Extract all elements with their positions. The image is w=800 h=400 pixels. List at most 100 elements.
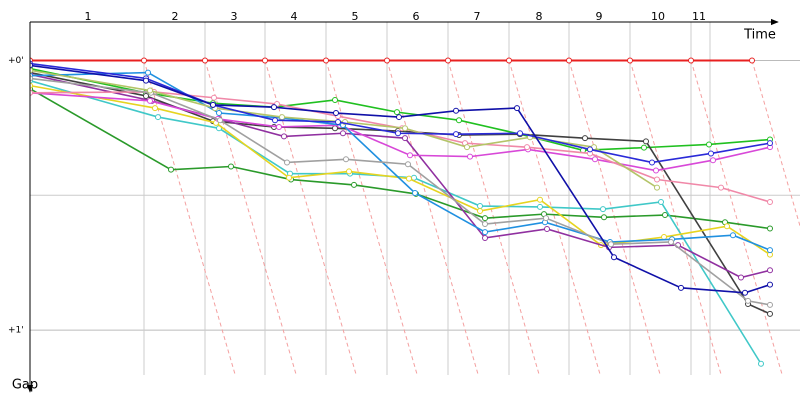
point (745, 297, 751, 304)
x-tick-label: 9 (596, 10, 603, 23)
point (281, 133, 287, 140)
point (627, 57, 633, 64)
lap-guides (143, 60, 800, 376)
point (742, 289, 748, 296)
point (767, 281, 773, 288)
point (228, 163, 234, 170)
point (482, 221, 488, 228)
point (453, 131, 459, 138)
point (543, 215, 549, 222)
point (482, 229, 488, 236)
series-line (30, 77, 771, 306)
y-axis-label: Gap (12, 378, 38, 393)
series-line (30, 88, 771, 230)
series-line (30, 91, 771, 203)
lap-guide (690, 60, 783, 376)
point (706, 141, 712, 148)
lap-guide (751, 60, 800, 228)
point (708, 150, 714, 157)
point (30, 82, 33, 89)
point (155, 114, 161, 121)
point (464, 144, 470, 151)
point (346, 168, 352, 175)
point (611, 254, 617, 261)
point (767, 140, 773, 147)
point (276, 123, 282, 130)
series-line (30, 91, 771, 172)
point (467, 153, 473, 160)
point (767, 267, 773, 274)
x-tick-label: 7 (474, 10, 481, 23)
series-line (30, 84, 771, 256)
point (749, 57, 755, 64)
series-line (30, 64, 771, 294)
point (649, 159, 655, 166)
point (477, 207, 483, 214)
point (147, 87, 153, 94)
x-axis-label: Time (743, 28, 776, 43)
point (402, 125, 408, 132)
point (767, 225, 773, 232)
point (566, 57, 572, 64)
point (668, 238, 674, 245)
point (211, 94, 217, 101)
lap-guide (204, 60, 297, 376)
point (30, 62, 33, 69)
point (524, 144, 530, 151)
x-tick-label: 2 (172, 10, 179, 23)
x-tick-label: 10 (651, 10, 665, 23)
point (767, 198, 773, 205)
lap-guide (508, 60, 601, 376)
point (641, 144, 647, 151)
point (767, 247, 773, 254)
point (654, 176, 660, 183)
lap-guide (568, 60, 661, 376)
x-tick-label: 1 (85, 10, 92, 23)
point (152, 105, 158, 112)
point (143, 92, 149, 99)
point (482, 215, 488, 222)
point (202, 57, 208, 64)
point (767, 310, 773, 317)
point (456, 117, 462, 124)
point (286, 174, 292, 181)
point (332, 125, 338, 132)
point (643, 138, 649, 145)
point (145, 69, 151, 76)
lap-guide (386, 60, 479, 376)
point (351, 181, 357, 188)
point (767, 301, 773, 308)
point (582, 135, 588, 142)
point (592, 156, 598, 163)
point (514, 105, 520, 112)
x-tick-label: 3 (231, 10, 238, 23)
point (662, 212, 668, 219)
point (335, 119, 341, 126)
point (678, 284, 684, 291)
point (758, 360, 764, 367)
point (738, 274, 744, 281)
point (654, 184, 660, 191)
point (384, 57, 390, 64)
x-tick-label: 5 (352, 10, 359, 23)
x-tick-label: 11 (692, 10, 706, 23)
point (537, 203, 543, 210)
point (340, 130, 346, 137)
point (323, 57, 329, 64)
point (168, 166, 174, 173)
lap-guide (629, 60, 722, 376)
point (688, 57, 694, 64)
point (30, 89, 33, 96)
point (402, 135, 408, 142)
series-lines (30, 57, 773, 367)
point (143, 77, 149, 84)
point (482, 234, 488, 241)
series-line (30, 79, 762, 365)
point (279, 114, 285, 121)
lap-guide (143, 60, 236, 376)
point (517, 130, 523, 137)
point (147, 97, 153, 104)
x-tick-label: 6 (413, 10, 420, 23)
